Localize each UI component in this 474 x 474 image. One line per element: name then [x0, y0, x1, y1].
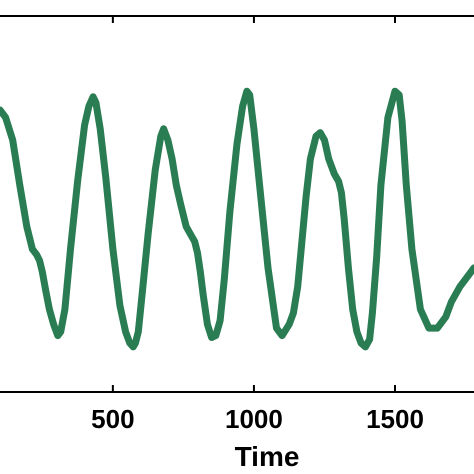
- plot-frame: [0, 15, 474, 393]
- x-axis-title: Time: [235, 441, 300, 472]
- series-layer: [0, 87, 474, 351]
- series-line-1: [0, 87, 474, 351]
- x-tick-label-1000: 1000: [225, 404, 283, 434]
- x-tick-label-500: 500: [91, 404, 134, 434]
- x-tick-label-1500: 1500: [366, 404, 424, 434]
- x-ticks: 500 1000 1500: [91, 16, 424, 434]
